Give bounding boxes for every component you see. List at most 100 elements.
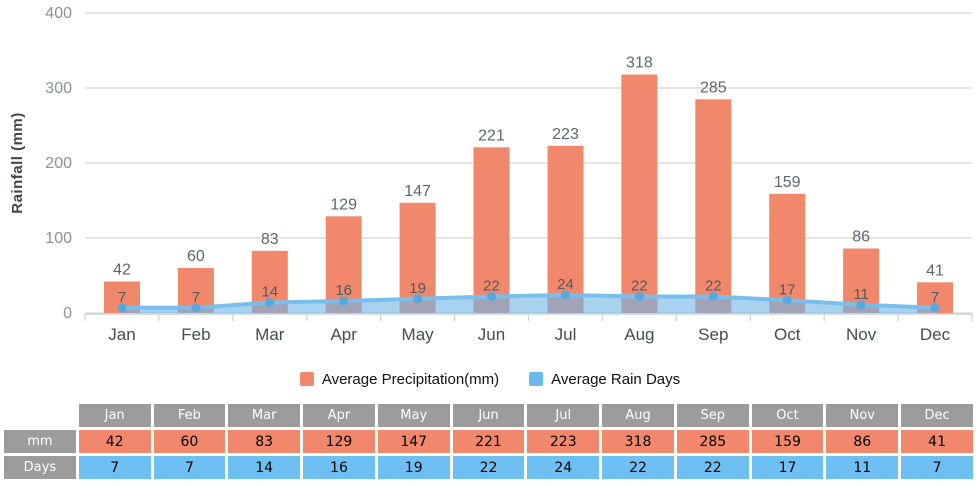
- rain-days-line: [120, 293, 937, 310]
- x-axis-label: May: [402, 325, 435, 344]
- legend-label-rain-days: Average Rain Days: [551, 370, 681, 388]
- table-cell: 285: [676, 430, 749, 453]
- table-month-header: Jan: [78, 404, 151, 427]
- table-cell: 42: [78, 430, 151, 453]
- x-axis-label: Jun: [478, 325, 505, 344]
- x-axis-label: Jul: [555, 325, 577, 344]
- x-axis-label: Aug: [624, 325, 654, 344]
- y-axis-title: Rainfall (mm): [9, 112, 26, 214]
- table-cell: 17: [751, 456, 824, 479]
- table-month-header: Dec: [901, 404, 973, 427]
- rain-days-marker[interactable]: [561, 290, 570, 300]
- table-header-row: Jan Feb Mar Apr May Jun Jul Aug Sep Oct Nov Dec: [4, 404, 973, 427]
- precipitation-value-label: 41: [926, 262, 944, 279]
- y-tick-label: 200: [45, 155, 72, 172]
- precipitation-value-label: 159: [774, 174, 801, 191]
- rain-days-value-label: 22: [631, 278, 648, 295]
- table-cell: 16: [303, 456, 375, 479]
- x-axis-label: Dec: [920, 325, 951, 344]
- precipitation-bar[interactable]: [547, 145, 584, 314]
- table-cell: 11: [826, 456, 899, 479]
- rain-days-marker[interactable]: [856, 300, 866, 310]
- table-cell: 318: [602, 430, 674, 453]
- table-cell: 7: [78, 456, 151, 479]
- table-month-header: Nov: [826, 404, 899, 427]
- x-axis-label: Mar: [255, 325, 285, 344]
- precipitation-value-label: 318: [626, 55, 653, 72]
- table-month-header: Apr: [303, 404, 375, 427]
- legend-item-precipitation[interactable]: Average Precipitation(mm): [299, 370, 500, 388]
- table-cell: 83: [228, 430, 301, 453]
- rain-days-value-label: 7: [931, 289, 939, 306]
- rain-days-value-label: 17: [779, 281, 796, 298]
- precipitation-bar[interactable]: [695, 99, 732, 314]
- table-month-header: Mar: [228, 404, 301, 427]
- precipitation-value-label: 42: [113, 262, 131, 279]
- climate-table-body: Jan Feb Mar Apr May Jun Jul Aug Sep Oct Nov Dec mm 42…: [4, 404, 973, 479]
- y-tick-label: 100: [45, 230, 72, 247]
- precipitation-value-label: 147: [404, 183, 431, 200]
- table-cell: 159: [751, 430, 824, 453]
- table-cell: 221: [452, 430, 525, 453]
- rain-days-marker[interactable]: [634, 292, 644, 301]
- table-row-header: Days: [4, 456, 76, 479]
- table-month-header: May: [377, 404, 450, 427]
- rain-days-value-label: 22: [705, 278, 722, 295]
- precipitation-value-label: 223: [552, 126, 579, 143]
- table-month-header: Jun: [452, 404, 525, 427]
- table-cell: 22: [452, 456, 525, 479]
- rain-days-marker[interactable]: [487, 292, 496, 301]
- table-row: Days 7 7 14 16 19 22 24 22 22 17 11 7: [4, 456, 973, 479]
- table-month-header: Feb: [153, 404, 226, 427]
- table-row: mm 42 60 83 129 147 221 223 318 285 159 86 41: [4, 430, 973, 453]
- precipitation-swatch-icon: [299, 372, 314, 386]
- table-cell: 7: [901, 456, 973, 479]
- y-tick-label: 300: [45, 80, 72, 97]
- legend-label-precipitation: Average Precipitation(mm): [321, 370, 500, 388]
- precipitation-value-label: 129: [330, 196, 357, 213]
- table-cell: 14: [228, 456, 301, 479]
- rain-days-value-label: 7: [118, 289, 126, 306]
- rain-days-marker[interactable]: [191, 303, 201, 313]
- legend-item-rain-days[interactable]: Average Rain Days: [529, 371, 680, 388]
- rain-days-value-label: 24: [557, 276, 574, 293]
- rain-days-marker[interactable]: [339, 296, 349, 306]
- rain-days-area: [122, 295, 935, 313]
- table-cell: 223: [527, 430, 600, 453]
- rain-days-value-label: 14: [261, 284, 278, 301]
- x-axis-label: Jan: [108, 325, 135, 344]
- table-month-header: Oct: [751, 404, 824, 427]
- table-month-header: Jul: [527, 404, 600, 427]
- precipitation-bar[interactable]: [769, 193, 806, 314]
- rain-days-marker[interactable]: [265, 298, 275, 307]
- table-cell: 147: [377, 430, 450, 453]
- y-tick-label: 400: [45, 5, 72, 22]
- table-month-header: Aug: [602, 404, 674, 427]
- table-cell: 129: [303, 430, 375, 453]
- precipitation-value-label: 83: [261, 231, 279, 248]
- rain-days-marker[interactable]: [782, 295, 792, 305]
- rain-days-value-label: 11: [853, 286, 869, 303]
- rain-days-marker[interactable]: [708, 292, 718, 301]
- x-axis-label: Oct: [774, 325, 801, 344]
- precipitation-bar[interactable]: [621, 74, 658, 314]
- table-cell: 24: [527, 456, 600, 479]
- rain-days-marker[interactable]: [117, 303, 127, 313]
- precipitation-bar[interactable]: [473, 147, 510, 314]
- rain-days-value-label: 19: [409, 280, 426, 297]
- table-month-header: Sep: [676, 404, 749, 427]
- precipitation-value-label: 285: [700, 79, 727, 96]
- x-axis-label: Feb: [181, 325, 210, 344]
- table-cell: 22: [602, 456, 674, 479]
- rain-days-swatch-icon: [529, 372, 544, 386]
- x-axis-label: Apr: [330, 325, 357, 344]
- table-cell: 41: [901, 430, 973, 453]
- table-row-header: mm: [4, 430, 76, 453]
- precipitation-value-label: 221: [478, 127, 505, 144]
- table-corner-cell: [4, 404, 76, 427]
- rain-days-value-label: 16: [335, 282, 352, 299]
- table-cell: 60: [153, 430, 226, 453]
- rain-days-marker[interactable]: [930, 303, 940, 313]
- rain-days-marker[interactable]: [413, 294, 423, 304]
